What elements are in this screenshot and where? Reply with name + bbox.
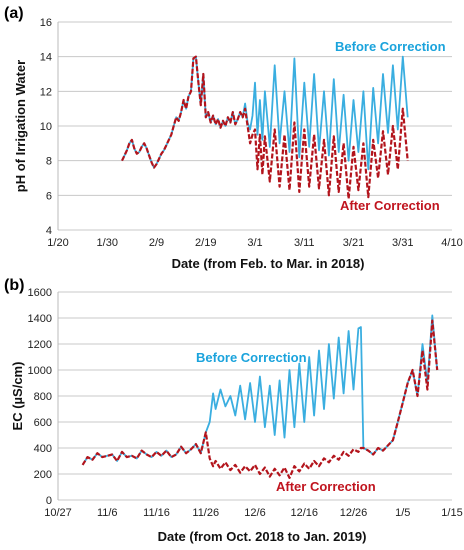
chart-b-series-before: [81, 314, 439, 466]
chart-b-series: [81, 314, 439, 479]
panel-label-b: (b): [4, 277, 24, 294]
chart-a-y-tick-label: 10: [40, 121, 52, 133]
chart-a-x-tick-label: 3/1: [247, 237, 262, 249]
chart-a-y-tick-label: 4: [46, 225, 52, 237]
chart-b-x-axis-label: Date (from Oct. 2018 to Jan. 2019): [158, 529, 367, 544]
chart-b-y-axis-label: EC (µS/cm): [10, 362, 25, 431]
chart-a-x-tick-label: 3/21: [343, 237, 364, 249]
chart-b-x-tick-label: 12/16: [290, 507, 318, 519]
chart-b-y-tick-label: 1600: [28, 287, 52, 299]
chart-b-annotation-after: After Correction: [276, 479, 376, 494]
chart-a: (a) 4 6 8 10 12 14 16 1/20 1/30 2/9 2/19 3/1 3/11 3/…: [4, 5, 463, 271]
chart-a-series: [121, 55, 409, 200]
chart-a-y-tick-label: 6: [46, 190, 52, 202]
chart-a-y-ticks: 4 6 8 10 12 14 16: [40, 17, 52, 237]
chart-b-x-tick-label: 11/6: [97, 507, 118, 519]
chart-a-y-tick-label: 14: [40, 52, 52, 64]
chart-b-y-tick-label: 800: [34, 391, 52, 403]
chart-b-y-tick-label: 0: [46, 495, 52, 507]
chart-a-x-axis-label: Date (from Feb. to Mar. in 2018): [172, 256, 365, 271]
chart-a-series-after: [121, 55, 409, 200]
chart-b-y-tick-label: 200: [34, 469, 52, 481]
chart-b-y-tick-label: 600: [34, 417, 52, 429]
chart-b-grid: [57, 291, 452, 501]
chart-b-x-tick-label: 12/6: [244, 507, 265, 519]
chart-b-x-tick-label: 11/26: [192, 507, 219, 519]
chart-a-y-tick-label: 12: [40, 86, 52, 98]
chart-a-annotation-after: After Correction: [340, 198, 440, 213]
chart-b-series-after: [81, 319, 439, 479]
chart-a-y-tick-label: 16: [40, 17, 52, 29]
panel-label-a: (a): [4, 5, 24, 22]
chart-a-x-tick-label: 4/10: [441, 237, 462, 249]
chart-b-y-ticks: 0 200 400 600 800 1000 1200 1400 1600: [28, 287, 52, 507]
chart-b-x-ticks: 10/27 11/6 11/16 11/26 12/6 12/16 12/26 1/5 1/15: [44, 507, 462, 519]
chart-a-x-tick-label: 3/11: [294, 237, 315, 249]
chart-a-x-tick-label: 2/19: [195, 237, 216, 249]
chart-a-y-tick-label: 8: [46, 156, 52, 168]
chart-a-annotation-before: Before Correction: [335, 39, 446, 54]
chart-b-y-tick-label: 400: [34, 443, 52, 455]
chart-b-y-tick-label: 1000: [28, 365, 52, 377]
chart-a-x-tick-label: 3/31: [392, 237, 413, 249]
chart-b-y-tick-label: 1400: [28, 313, 52, 325]
chart-a-x-ticks: 1/20 1/30 2/9 2/19 3/1 3/11 3/21 3/31 4/10: [47, 237, 462, 249]
chart-b-y-tick-label: 1200: [28, 339, 52, 351]
chart-a-y-axis-label: pH of Irrigation Water: [13, 60, 28, 192]
chart-a-x-tick-label: 2/9: [149, 237, 164, 249]
chart-a-x-tick-label: 1/20: [47, 237, 68, 249]
chart-b-x-tick-label: 12/26: [340, 507, 368, 519]
chart-b-x-tick-label: 11/16: [143, 507, 170, 519]
chart-a-x-tick-label: 1/30: [97, 237, 118, 249]
chart-b-annotation-before: Before Correction: [196, 350, 307, 365]
chart-b-x-tick-label: 1/15: [441, 507, 462, 519]
chart-b-x-tick-label: 1/5: [395, 507, 410, 519]
chart-b-x-tick-label: 10/27: [44, 507, 72, 519]
